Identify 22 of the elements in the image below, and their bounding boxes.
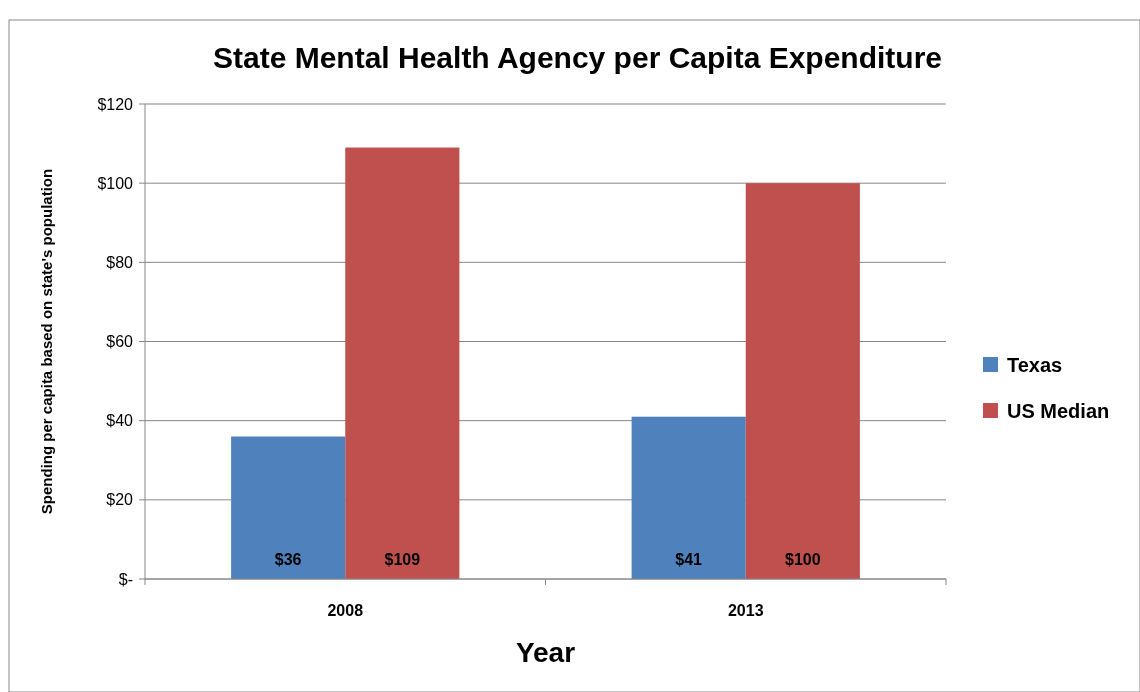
text: $100 xyxy=(785,551,821,568)
y-tick-label: $100 xyxy=(97,174,134,192)
text: $36 xyxy=(274,551,302,568)
bar xyxy=(745,183,860,579)
x-axis-title: Year xyxy=(515,637,576,668)
y-tick-label: $20 xyxy=(106,491,134,509)
chart-title: State Mental Health Agency per Capita Expenditure xyxy=(212,41,943,74)
y-tick-label: $80 xyxy=(106,253,134,271)
y-tick-label: $40 xyxy=(106,412,134,430)
legend-label: US Median xyxy=(1007,400,1110,422)
bar xyxy=(631,416,746,579)
x-tick-label: 2008 xyxy=(327,602,364,619)
x-tick-label: 2013 xyxy=(727,602,764,619)
y-tick-label: $- xyxy=(118,570,133,588)
bar xyxy=(231,436,346,579)
text: $109 xyxy=(384,551,421,568)
y-axis-title: Spending per capita based on state's population xyxy=(38,168,55,515)
y-tick-label: $120 xyxy=(97,95,134,113)
text: $41 xyxy=(675,551,703,568)
bar xyxy=(345,147,460,579)
legend-label: Texas xyxy=(1007,354,1063,376)
y-tick-label: $60 xyxy=(106,333,134,351)
